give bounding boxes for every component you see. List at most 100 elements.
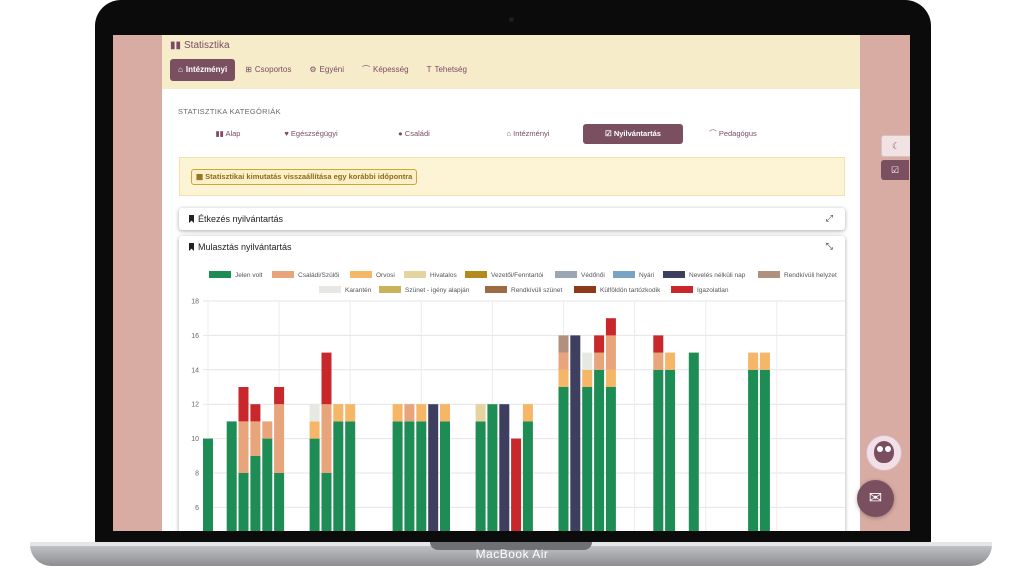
bar-segment[interactable] (487, 404, 498, 531)
bar-segment[interactable] (582, 387, 593, 531)
bar-segment[interactable] (748, 352, 759, 370)
bar-segment[interactable] (475, 421, 486, 531)
restore-statistics-button[interactable]: ▦ Statisztikai kimutatás visszaállítása … (191, 169, 418, 185)
bar-segment[interactable] (558, 335, 569, 353)
bar-segment[interactable] (250, 404, 261, 422)
category-csaladi[interactable]: ● Családi (364, 124, 464, 144)
bar-segment[interactable] (309, 438, 320, 531)
category-intezmenyi[interactable]: ⌂ Intézményi (468, 124, 588, 144)
bar-segment[interactable] (416, 421, 427, 531)
bar-segment[interactable] (665, 369, 676, 531)
check-square-icon[interactable]: ☑ (881, 160, 909, 180)
bar-segment[interactable] (605, 387, 616, 531)
bar-segment[interactable] (605, 369, 616, 387)
legend-item[interactable]: Nyári (613, 271, 654, 280)
legend-item[interactable]: Hivatalos (404, 271, 457, 280)
compress-icon[interactable]: ⤡ (825, 241, 833, 251)
tab-tehetseg[interactable]: T Tehetség (419, 59, 475, 81)
bar-segment[interactable] (238, 387, 249, 422)
mascot-avatar[interactable] (866, 435, 902, 471)
tab-csoportos[interactable]: ⊞ Csoportos (237, 59, 299, 81)
bar-segment[interactable] (345, 421, 356, 531)
bar-segment[interactable] (238, 421, 249, 473)
tab-egyeni[interactable]: ⚙ Egyéni (301, 59, 352, 81)
bar-segment[interactable] (262, 421, 273, 439)
bar-segment[interactable] (558, 387, 569, 531)
bar-segment[interactable] (274, 473, 285, 531)
bar-segment[interactable] (404, 421, 415, 531)
bar-segment[interactable] (345, 404, 356, 422)
legend-item[interactable]: Családi/Szülői (272, 271, 339, 280)
tab-kepesseg[interactable]: ⌒ Képesség (354, 59, 417, 81)
bar-segment[interactable] (653, 335, 664, 353)
bar-segment[interactable] (440, 404, 450, 422)
expand-icon[interactable]: ⤢ (825, 213, 833, 223)
bar-segment[interactable] (226, 421, 237, 531)
bar-segment[interactable] (582, 352, 593, 370)
bar-segment[interactable] (250, 421, 261, 456)
bar-segment[interactable] (475, 404, 486, 422)
bar-segment[interactable] (594, 335, 605, 353)
bar-segment[interactable] (594, 369, 605, 531)
category-pedagogus[interactable]: ⌒ Pedagógus (683, 124, 783, 144)
bar-segment[interactable] (392, 421, 403, 531)
category-egeszsegugyi[interactable]: ♥ Egészségügyi (248, 124, 374, 144)
bar-segment[interactable] (416, 404, 427, 422)
legend-item[interactable]: Karantén (319, 286, 371, 295)
bar-segment[interactable] (309, 404, 320, 422)
legend-item[interactable]: Vezetői/Fenntartói (465, 271, 543, 280)
bar-segment[interactable] (238, 473, 249, 531)
legend-item[interactable]: Igazolatlan (671, 286, 728, 295)
bar-segment[interactable] (499, 404, 510, 531)
messenger-chat-button[interactable]: ✉ (857, 480, 894, 517)
app-container: ▮▮ Statisztika ⌂ Intézményi ⊞ Csoportos ⚙ Eg… (162, 35, 860, 531)
bar-segment[interactable] (274, 404, 285, 473)
bar-segment[interactable] (250, 455, 261, 531)
legend-item[interactable]: Jelen volt (209, 271, 262, 280)
bar-segment[interactable] (570, 335, 581, 531)
category-alap[interactable]: ▮▮ Alap (178, 124, 278, 144)
bar-segment[interactable] (262, 438, 273, 531)
bar-segment[interactable] (759, 352, 770, 370)
bar-segment[interactable] (321, 473, 332, 531)
bar-segment[interactable] (594, 352, 605, 370)
bar-segment[interactable] (511, 438, 522, 531)
bar-segment[interactable] (558, 369, 569, 387)
legend-item[interactable]: Szünet - igény alapján (379, 286, 469, 295)
bar-segment[interactable] (605, 318, 616, 336)
bar-segment[interactable] (665, 352, 676, 370)
bar-segment[interactable] (582, 369, 593, 387)
bar-segment[interactable] (333, 404, 344, 422)
bar-segment[interactable] (428, 404, 439, 531)
bar-segment[interactable] (333, 421, 344, 531)
bar-segment[interactable] (558, 352, 569, 370)
panel-mulasztas-title[interactable]: Mulasztás nyilvántartás (189, 242, 292, 252)
bar-segment[interactable] (274, 387, 285, 405)
bar-segment[interactable] (653, 352, 664, 370)
legend-item[interactable]: Nevelés nélküli nap (663, 271, 745, 280)
bar-segment[interactable] (321, 404, 332, 473)
bar-segment[interactable] (605, 335, 616, 370)
legend-item[interactable]: Védőnői (555, 271, 605, 280)
legend-item[interactable]: Orvosi (350, 271, 395, 280)
bar-segment[interactable] (440, 421, 450, 531)
moon-icon[interactable]: ☾ (881, 135, 910, 157)
bar-segment[interactable] (392, 404, 403, 422)
bar-segment[interactable] (203, 438, 213, 531)
bar-segment[interactable] (653, 369, 664, 531)
bar-segment[interactable] (748, 369, 759, 531)
legend-item[interactable]: Rendkívüli szünet (485, 286, 562, 295)
bar-segment[interactable] (309, 421, 320, 439)
bar-segment[interactable] (321, 352, 332, 405)
bar-segment[interactable] (688, 352, 699, 531)
y-tick-label: 8 (195, 471, 199, 478)
category-nyilvantartas[interactable]: ☑ Nyilvántartás (583, 124, 683, 144)
bar-segment[interactable] (404, 404, 415, 422)
tab-intezmenyi[interactable]: ⌂ Intézményi (170, 59, 236, 81)
legend-item[interactable]: Rendkívüli helyzet (758, 271, 837, 280)
bar-segment[interactable] (522, 421, 533, 531)
bar-segment[interactable] (759, 369, 770, 531)
bar-segment[interactable] (522, 404, 533, 422)
legend-item[interactable]: Külföldön tartózkodik (574, 286, 660, 295)
panel-etkezes-title[interactable]: Étkezés nyilvántartás (189, 214, 283, 224)
